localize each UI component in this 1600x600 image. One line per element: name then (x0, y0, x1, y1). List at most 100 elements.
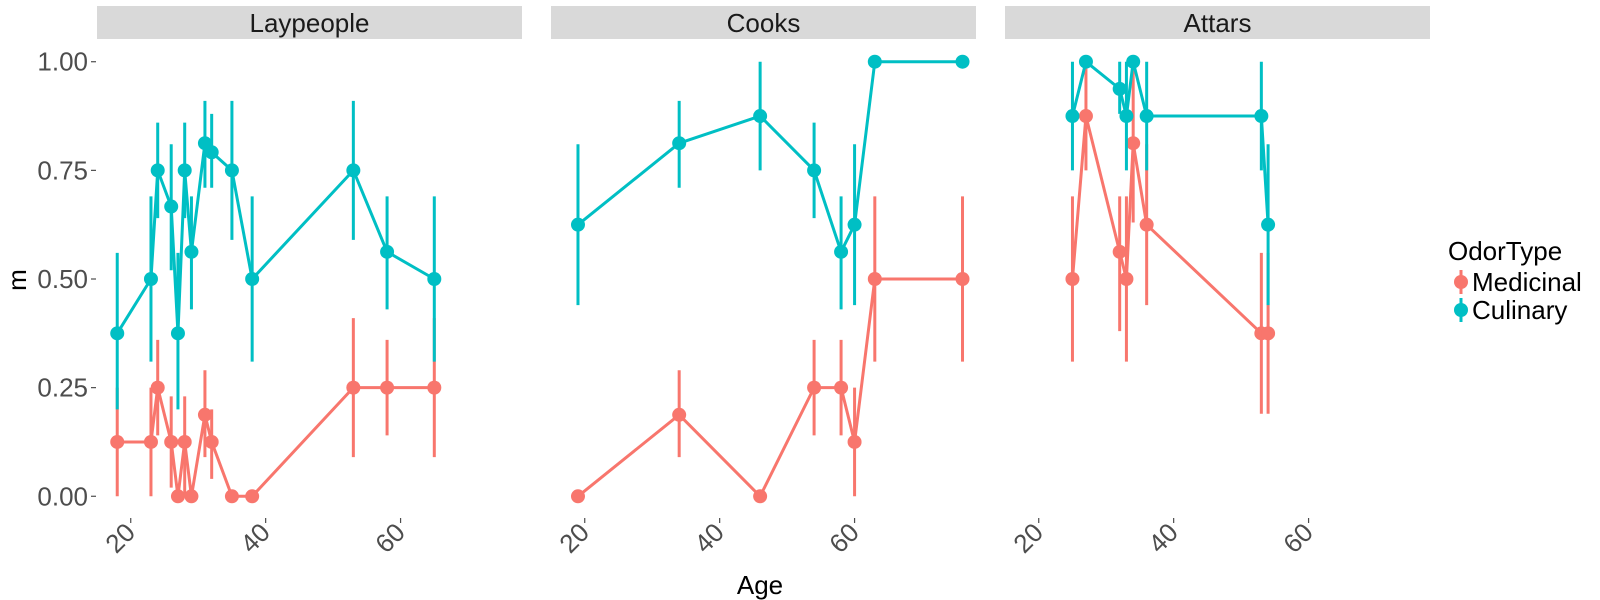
data-point (1139, 217, 1154, 232)
data-point (177, 163, 192, 178)
legend-key-point (1454, 303, 1468, 317)
data-point (672, 407, 687, 422)
x-tick-label: 40 (1142, 517, 1184, 559)
series-culinary (110, 100, 442, 410)
x-tick-label: 40 (688, 517, 730, 559)
data-point (1119, 272, 1134, 286)
data-point (834, 380, 849, 395)
data-point (164, 434, 179, 449)
data-point (1112, 81, 1127, 96)
legend-title: OdorType (1448, 236, 1562, 266)
y-tick-label: 0.50 (37, 264, 88, 294)
facet-panel-1: Cooks 20 40 60 (551, 6, 976, 559)
y-axis: 0.00 0.25 0.50 0.75 1.00 (37, 47, 96, 511)
x-tick-label: 60 (823, 517, 865, 559)
facet-panel-2: Attars 20 40 60 (1005, 6, 1430, 559)
data-point (955, 54, 970, 69)
legend-entry-culinary: Culinary (1454, 295, 1567, 325)
series-culinary (1065, 54, 1276, 306)
facet-strip-label: Laypeople (250, 8, 370, 38)
data-point (955, 272, 970, 286)
data-point (1119, 109, 1134, 124)
data-point (224, 163, 239, 178)
y-tick-label: 1.00 (37, 47, 88, 77)
data-point (380, 244, 395, 259)
data-point (143, 434, 158, 449)
data-point (143, 272, 158, 286)
data-point (1139, 109, 1154, 124)
data-point (1126, 54, 1141, 69)
data-point (164, 199, 179, 214)
data-point (204, 434, 219, 449)
data-point (110, 326, 125, 341)
data-point (753, 109, 768, 124)
data-point (1261, 326, 1276, 341)
data-point (150, 163, 165, 178)
series-line (577, 60, 963, 254)
x-tick-label: 60 (369, 517, 411, 559)
series-line (1071, 60, 1270, 225)
data-point (380, 380, 395, 395)
y-axis-title: m (2, 269, 32, 291)
legend-key-point (1454, 275, 1468, 289)
facet-panels: Laypeople 20 40 60 Cooks 20 40 60 Attars 20 40 60 (97, 6, 1430, 559)
legend-label: Culinary (1472, 295, 1567, 325)
data-point (110, 434, 125, 449)
data-point (346, 163, 361, 178)
series-medicinal (110, 318, 442, 504)
data-point (427, 380, 442, 395)
data-point (1112, 244, 1127, 259)
data-point (427, 272, 442, 286)
data-point (1254, 109, 1269, 124)
data-point (753, 489, 768, 504)
data-point (1078, 54, 1093, 69)
x-tick-label: 40 (234, 517, 276, 559)
data-point (570, 217, 585, 232)
series-line (117, 386, 435, 498)
data-point (1065, 109, 1080, 124)
x-axis-title: Age (737, 570, 783, 600)
data-point (847, 434, 862, 449)
series-line (577, 277, 963, 498)
legend-entry-medicinal: Medicinal (1454, 267, 1582, 297)
data-point (807, 163, 822, 178)
data-point (177, 434, 192, 449)
series-culinary (570, 54, 970, 310)
data-point (867, 272, 882, 286)
facet-strip (1005, 6, 1430, 39)
facet-strip (97, 6, 522, 39)
data-point (807, 380, 822, 395)
facet-strip-label: Cooks (727, 8, 801, 38)
data-point (170, 489, 185, 504)
facet-strip (551, 6, 976, 39)
data-point (570, 489, 585, 504)
data-point (1078, 109, 1093, 124)
data-point (224, 489, 239, 504)
data-point (867, 54, 882, 69)
data-point (245, 489, 260, 504)
data-point (672, 136, 687, 151)
x-tick-label: 20 (1007, 517, 1049, 559)
data-point (150, 380, 165, 395)
data-point (184, 489, 199, 504)
data-point (1261, 217, 1276, 232)
facet-panel-0: Laypeople 20 40 60 (97, 6, 522, 559)
data-point (834, 244, 849, 259)
x-tick-label: 20 (99, 517, 141, 559)
y-tick-label: 0.75 (37, 155, 88, 185)
y-tick-label: 0.00 (37, 481, 88, 511)
legend-label: Medicinal (1472, 267, 1582, 297)
data-point (847, 217, 862, 232)
x-tick-label: 20 (553, 517, 595, 559)
data-point (346, 380, 361, 395)
facet-strip-label: Attars (1184, 8, 1252, 38)
data-point (1065, 272, 1080, 286)
y-tick-label: 0.25 (37, 373, 88, 403)
data-point (204, 145, 219, 160)
series-medicinal (570, 196, 970, 504)
series-line (1070, 114, 1269, 335)
data-point (184, 244, 199, 259)
